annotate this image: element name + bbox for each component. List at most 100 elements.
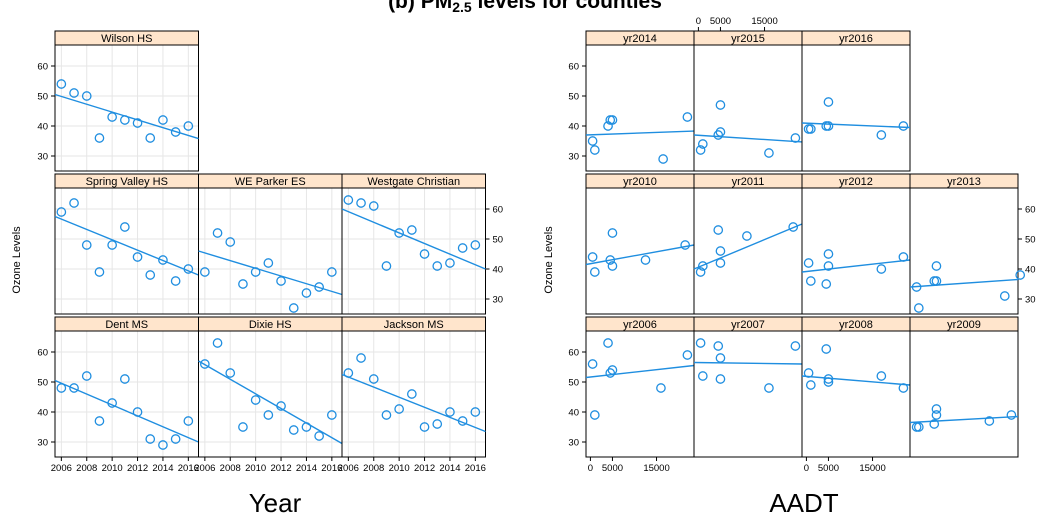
data-point [605,368,616,378]
panel-title: yr2009 [947,319,981,331]
data-point [715,100,726,110]
data-point [263,410,274,420]
panel-frame [693,187,803,315]
x-tick-label: 2006 [51,463,72,474]
data-point [170,127,181,137]
data-point [931,410,942,420]
x-tick-label: 2016 [321,463,342,474]
data-point [107,240,117,250]
data-point [250,267,261,277]
data-point [695,267,706,277]
data-point [603,338,613,348]
x-tick-label: 5000 [818,463,839,474]
fit-line [693,361,803,365]
data-point [225,368,236,378]
data-point [803,368,814,378]
x-tick-label: 2010 [245,463,266,474]
y-tick-label: 30 [37,152,48,163]
data-point [715,246,726,256]
data-point [81,91,92,101]
x-tick-label: 2010 [102,463,123,474]
panel-title: yr2008 [839,319,873,331]
y-tick-label: 50 [37,378,48,389]
data-point [56,207,67,217]
fit-line [801,122,911,129]
panel-yr2006: yr2006 30 40 50 60 0 5000 15000 [568,316,695,474]
y-tick-label: 60 [1025,205,1036,216]
data-point [183,121,194,131]
x-tick-label: 2014 [439,463,460,474]
data-point [199,359,210,369]
fit-line [585,130,695,136]
data-point [931,404,942,414]
data-point [713,225,724,235]
data-point [81,240,92,250]
y-tick-label: 40 [37,122,48,133]
panel-frame [198,187,343,315]
data-point [368,201,379,211]
x-tick-label: 2006 [338,463,359,474]
data-point [821,279,832,289]
data-point [929,419,940,429]
y-tick-label: 30 [568,152,579,163]
data-point [607,261,618,271]
data-point [1015,270,1026,280]
data-point [225,237,236,247]
panel-title: Dent MS [105,319,148,331]
data-point [158,440,168,450]
y-tick-label: 30 [37,438,48,449]
chart-year: Wilson HS 30 40 50 60 Spring Valley HS WE Park… [37,30,503,474]
data-point [931,276,942,286]
data-point [276,401,286,411]
data-point [301,288,312,298]
fit-line [198,250,343,296]
panel-yr2010: yr2010 [585,173,695,315]
panel-frame [909,187,1019,315]
data-point [715,374,726,384]
panel-yr2008: yr2008 0 5000 15000 [801,316,911,474]
x-tick-label: 5000 [602,463,623,474]
data-point [132,118,143,128]
panel-frame [198,330,343,458]
panel-dent-ms: Dent MS 30 40 50 60 2006 2008 2010 2012 2014 2016 [37,316,199,474]
data-point [381,261,392,271]
data-point [876,264,887,274]
data-point [199,267,210,277]
data-point [640,255,651,265]
data-point [805,124,816,134]
data-point [445,407,455,417]
panel-wilson-hs: Wilson HS 30 40 50 60 [37,30,199,172]
panel-title: yr2007 [731,319,765,331]
data-point [764,383,774,393]
x-tick-label: 15000 [643,463,669,474]
x-tick-label: 2008 [363,463,384,474]
panel-title: yr2014 [623,33,657,45]
fit-line [341,373,486,433]
data-point [656,383,666,393]
data-point [713,130,724,140]
data-point [1006,410,1017,420]
panel-yr2011: yr2011 [693,173,803,315]
data-point [788,222,799,232]
data-point [432,261,443,271]
fit-line [341,208,486,270]
data-point [381,410,392,420]
panel-title: Westgate Christian [367,176,460,188]
data-point [697,371,708,381]
panel-frame [801,187,911,315]
data-point [876,371,887,381]
panel-we-parker-es: WE Parker ES [198,173,343,315]
data-point [94,133,105,143]
data-point [94,267,105,277]
data-point [107,398,117,408]
data-point [212,338,223,348]
data-point [587,136,598,146]
x-tick-label: 2010 [389,463,410,474]
data-point [368,374,379,384]
data-point [170,434,181,444]
x-tick-label: 0 [588,463,593,474]
data-point [326,267,337,277]
data-point [470,407,481,417]
panel-jackson-ms: Jackson MS 2006 2008 2010 2012 2014 2016 [338,316,486,474]
